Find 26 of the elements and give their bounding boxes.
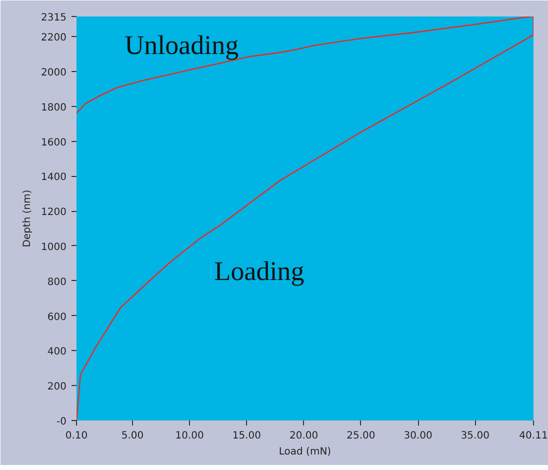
x-tick-label: 15.00 <box>232 430 262 442</box>
x-tick-label: 30.00 <box>404 430 432 442</box>
y-tick-label: 2200 <box>41 32 67 44</box>
x-tick-label: 35.00 <box>460 430 490 442</box>
x-tick-label: 10.00 <box>175 430 204 442</box>
x-axis-title: Load (mN) <box>278 446 332 458</box>
y-axis-title: Depth (nm) <box>22 190 34 248</box>
y-tick-label: 800 <box>47 276 67 288</box>
x-tick-label: 0.10 <box>65 430 88 442</box>
annotation: Unloading <box>124 30 239 60</box>
annotation: Loading <box>214 256 304 286</box>
y-tick-label: 400 <box>47 346 67 358</box>
x-tick-label: 40.11 <box>519 430 548 442</box>
y-tick-label: 1200 <box>41 207 67 218</box>
y-tick-label: 1400 <box>41 172 67 184</box>
y-tick-label: 200 <box>47 382 67 393</box>
y-tick-label: 600 <box>47 312 67 323</box>
y-tick-label: 2315 <box>41 12 67 24</box>
x-tick-label: 25.00 <box>346 430 376 442</box>
y-tick-label: 1600 <box>41 137 67 148</box>
y-tick-label: 2000 <box>41 67 67 78</box>
x-tick-label: 5.00 <box>121 430 144 442</box>
y-tick-label: 1800 <box>41 102 67 114</box>
y-tick-label: -0 <box>56 416 67 428</box>
y-tick-label: 1000 <box>41 242 67 253</box>
x-tick-label: 20.00 <box>289 430 318 442</box>
